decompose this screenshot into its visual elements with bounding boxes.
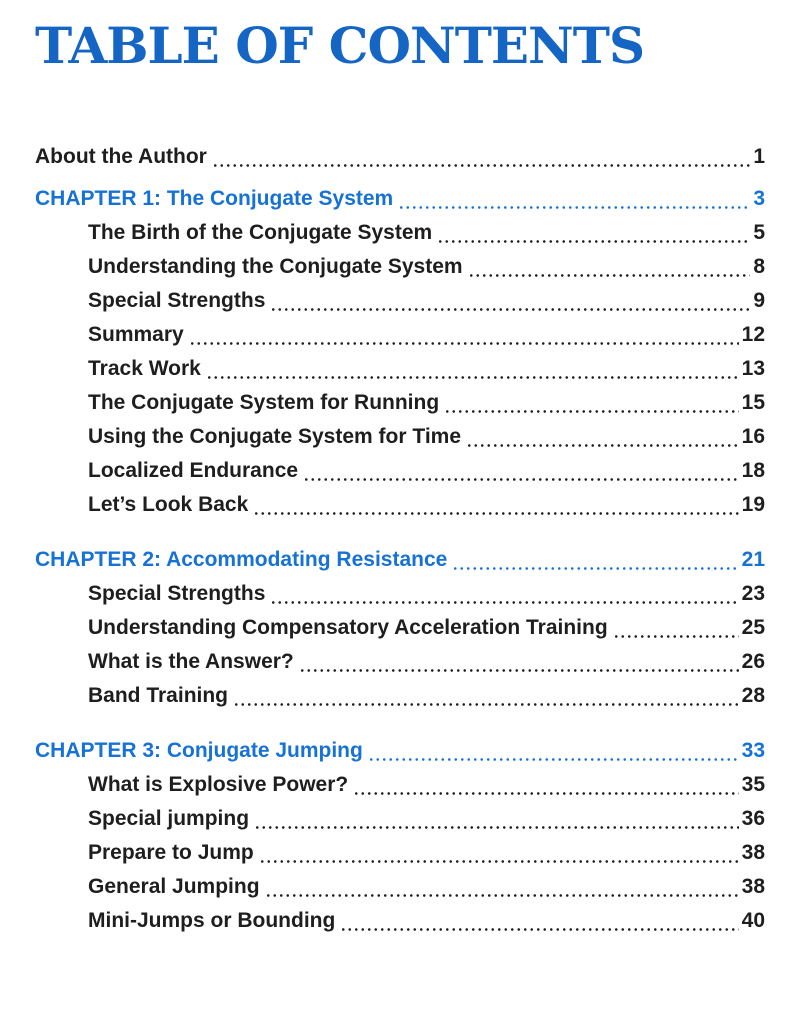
toc-entry-page: 13 <box>741 357 765 380</box>
dot-leader <box>340 928 739 931</box>
toc-entry-page: 5 <box>753 221 765 244</box>
toc-chapter-label: CHAPTER 3: Conjugate Jumping <box>35 739 363 762</box>
toc-entry[interactable]: Prepare to Jump 38 <box>35 836 765 870</box>
dot-leader <box>452 567 739 570</box>
dot-leader <box>467 274 751 277</box>
dot-leader <box>303 478 739 481</box>
dot-leader <box>270 601 739 604</box>
toc-entry-about-the-author[interactable]: About the Author 1 <box>35 140 765 174</box>
toc-entry-page: 40 <box>741 909 765 932</box>
toc-entry-page: 38 <box>741 875 765 898</box>
toc-entry[interactable]: What is the Answer? 26 <box>35 645 765 679</box>
toc-entry[interactable]: The Conjugate System for Running 15 <box>35 386 765 420</box>
toc-chapter-page: 33 <box>741 739 765 762</box>
toc-entry-page: 26 <box>741 650 765 673</box>
toc-entry-label: Band Training <box>88 684 229 707</box>
toc-entry[interactable]: Special Strengths 9 <box>35 284 765 318</box>
dot-leader <box>367 758 739 761</box>
dot-leader <box>270 308 751 311</box>
toc-entry-label: Understanding Compensatory Acceleration … <box>88 616 608 639</box>
toc-entry-label: What is Explosive Power? <box>88 773 349 796</box>
toc-entry-page: 9 <box>753 289 765 312</box>
dot-leader <box>233 703 739 706</box>
toc-entry[interactable]: Special jumping 36 <box>35 802 765 836</box>
toc-entry-page: 15 <box>741 391 765 414</box>
toc-entry-label: What is the Answer? <box>88 650 294 673</box>
toc-entry[interactable]: General Jumping 38 <box>35 870 765 904</box>
toc-entry-label: The Birth of the Conjugate System <box>88 221 433 244</box>
toc-chapter-3-heading[interactable]: CHAPTER 3: Conjugate Jumping 33 <box>35 734 765 768</box>
table-of-contents: About the Author 1 CHAPTER 1: The Conjug… <box>35 140 765 938</box>
toc-entry-label: Using the Conjugate System for Time <box>88 425 462 448</box>
toc-entry[interactable]: What is Explosive Power? 35 <box>35 768 765 802</box>
toc-entry[interactable]: Using the Conjugate System for Time 16 <box>35 420 765 454</box>
dot-leader <box>398 206 751 209</box>
toc-entry-label: Summary <box>88 323 184 346</box>
toc-entry-page: 1 <box>753 145 765 168</box>
toc-entry[interactable]: Summary 12 <box>35 318 765 352</box>
toc-chapter-1-heading[interactable]: CHAPTER 1: The Conjugate System 3 <box>35 182 765 216</box>
toc-chapter-2-heading[interactable]: CHAPTER 2: Accommodating Resistance 21 <box>35 543 765 577</box>
dot-leader <box>612 635 739 638</box>
toc-entry-page: 35 <box>741 773 765 796</box>
toc-entry-label: Understanding the Conjugate System <box>88 255 463 278</box>
dot-leader <box>264 894 739 897</box>
toc-entry-page: 25 <box>741 616 765 639</box>
dot-leader <box>444 410 739 413</box>
dot-leader <box>205 376 739 379</box>
toc-entry-page: 8 <box>753 255 765 278</box>
toc-chapter-label: CHAPTER 2: Accommodating Resistance <box>35 548 448 571</box>
toc-entry[interactable]: Localized Endurance 18 <box>35 454 765 488</box>
toc-entry-label: Special jumping <box>88 807 250 830</box>
toc-entry-page: 38 <box>741 841 765 864</box>
toc-entry[interactable]: Mini-Jumps or Bounding 40 <box>35 904 765 938</box>
toc-entry-page: 16 <box>741 425 765 448</box>
toc-entry[interactable]: Understanding Compensatory Acceleration … <box>35 611 765 645</box>
toc-entry-page: 36 <box>741 807 765 830</box>
dot-leader <box>353 792 739 795</box>
toc-entry-page: 23 <box>741 582 765 605</box>
toc-entry-label: The Conjugate System for Running <box>88 391 440 414</box>
toc-entry[interactable]: Track Work 13 <box>35 352 765 386</box>
toc-entry-label: Localized Endurance <box>88 459 299 482</box>
dot-leader <box>254 826 739 829</box>
dot-leader <box>211 164 751 167</box>
toc-entry-label: Prepare to Jump <box>88 841 254 864</box>
toc-entry-label: Track Work <box>88 357 201 380</box>
toc-entry-label: General Jumping <box>88 875 260 898</box>
toc-chapter-page: 3 <box>753 187 765 210</box>
toc-entry-label: Mini-Jumps or Bounding <box>88 909 336 932</box>
toc-entry-label: Let’s Look Back <box>88 493 249 516</box>
toc-entry-page: 28 <box>741 684 765 707</box>
toc-entry-page: 19 <box>741 493 765 516</box>
dot-leader <box>258 860 739 863</box>
dot-leader <box>437 240 751 243</box>
toc-entry[interactable]: Let’s Look Back 19 <box>35 488 765 522</box>
dot-leader <box>253 512 739 515</box>
toc-chapter-label: CHAPTER 1: The Conjugate System <box>35 187 394 210</box>
toc-entry-page: 18 <box>741 459 765 482</box>
toc-entry[interactable]: The Birth of the Conjugate System 5 <box>35 216 765 250</box>
toc-entry-label: Special Strengths <box>88 289 266 312</box>
toc-entry[interactable]: Special Strengths 23 <box>35 577 765 611</box>
dot-leader <box>298 669 739 672</box>
toc-chapter-page: 21 <box>741 548 765 571</box>
page-title: TABLE OF CONTENTS <box>35 16 645 75</box>
dot-leader <box>466 444 739 447</box>
toc-entry-label: About the Author <box>35 145 207 168</box>
toc-entry-page: 12 <box>741 323 765 346</box>
dot-leader <box>188 342 739 345</box>
toc-entry[interactable]: Band Training 28 <box>35 679 765 713</box>
toc-entry-label: Special Strengths <box>88 582 266 605</box>
toc-entry[interactable]: Understanding the Conjugate System 8 <box>35 250 765 284</box>
